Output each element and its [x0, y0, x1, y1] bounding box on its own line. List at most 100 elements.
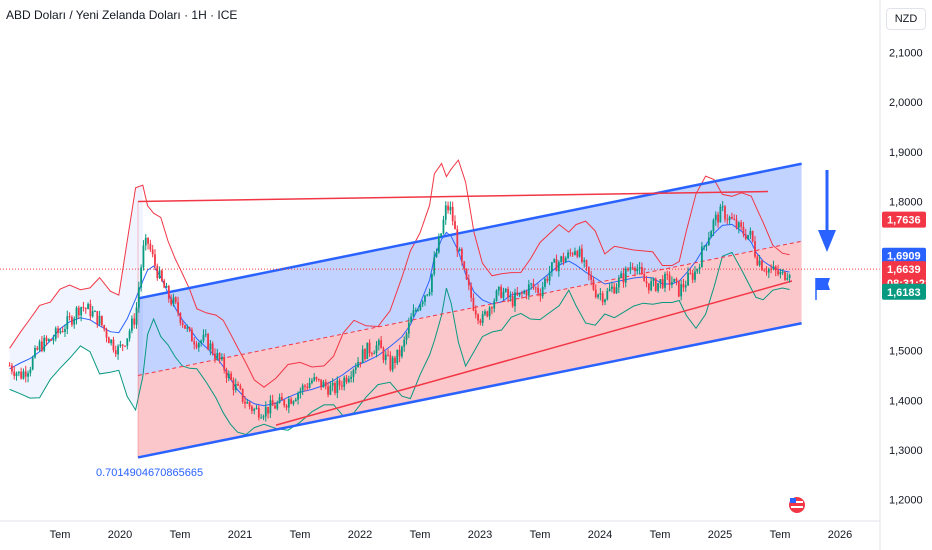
candle-body — [671, 282, 673, 285]
candle-body — [724, 206, 726, 220]
candle-body — [324, 381, 327, 387]
candle-body — [731, 216, 733, 219]
candle-body — [27, 373, 29, 377]
y-tick-label: 1,8000 — [889, 197, 923, 209]
candle-body — [278, 397, 281, 403]
candle-body — [304, 385, 306, 387]
candle-body — [352, 370, 355, 377]
price-tag — [882, 211, 926, 228]
candle-body — [398, 349, 401, 357]
candle-body — [765, 271, 768, 273]
candle-body — [396, 349, 399, 364]
candle-body — [666, 273, 669, 275]
candle-body — [458, 248, 461, 252]
candle-body — [407, 322, 410, 334]
candle-body — [43, 337, 46, 351]
candle-body — [184, 325, 186, 329]
y-tick-label: 2,0000 — [889, 97, 923, 109]
candle-body — [117, 346, 119, 355]
candle-body — [394, 357, 396, 364]
candle-body — [373, 353, 376, 355]
candle-body — [283, 400, 286, 406]
candle-body — [391, 357, 394, 370]
candle-body — [571, 253, 574, 255]
candle-body — [34, 347, 36, 358]
candle-body — [507, 288, 509, 298]
candle-body — [689, 273, 692, 275]
candle-body — [488, 307, 491, 317]
candle-body — [673, 278, 676, 283]
candle-body — [105, 329, 108, 338]
candle-body — [142, 245, 145, 268]
candle-body — [294, 399, 297, 402]
x-tick-label: Tem — [50, 529, 71, 541]
candle-body — [419, 304, 422, 311]
candle-body — [87, 303, 89, 310]
candle-body — [239, 385, 242, 389]
candle-body — [107, 337, 110, 344]
candle-body — [647, 283, 650, 291]
candle-body — [227, 373, 230, 378]
candle-body — [620, 273, 623, 278]
candle-body — [317, 378, 320, 380]
candle-body — [636, 269, 639, 272]
candle-body — [433, 257, 436, 274]
candle-body — [412, 310, 415, 317]
candle-body — [41, 341, 43, 351]
candle-body — [251, 406, 253, 411]
candle-body — [255, 407, 258, 410]
candle-body — [581, 248, 583, 262]
resistance-line — [137, 190, 769, 203]
candle-body — [209, 343, 212, 350]
x-tick-label: 2024 — [588, 529, 612, 541]
candle-body — [8, 365, 11, 367]
candle-body — [604, 299, 606, 303]
candle-body — [13, 371, 16, 377]
price-tag — [882, 247, 926, 264]
candle-body — [677, 280, 680, 297]
candle-body — [687, 273, 689, 286]
candle-body — [747, 234, 749, 239]
candle-body — [703, 246, 706, 248]
candle-body — [218, 353, 221, 360]
candle-body — [564, 257, 567, 263]
candle-body — [451, 206, 454, 222]
candle-body — [257, 407, 260, 418]
candle-body — [774, 266, 777, 271]
candle-body — [781, 271, 784, 273]
candle-body — [223, 356, 226, 371]
candle-body — [71, 317, 73, 325]
bollinger-mid-line — [9, 223, 790, 407]
candle-body — [292, 401, 295, 404]
candle-body — [221, 356, 223, 360]
candle-body — [784, 271, 786, 280]
trend-lines — [0, 162, 880, 459]
currency-button[interactable]: NZD — [886, 8, 926, 30]
channel-mid-dashed-line — [137, 240, 802, 376]
x-tick-label: 2026 — [828, 529, 852, 541]
candle-body — [11, 365, 13, 372]
candle-body — [131, 318, 133, 331]
candle-body — [664, 273, 666, 288]
candle-body — [405, 333, 408, 340]
candle-body — [204, 334, 207, 336]
candle-body — [200, 340, 203, 343]
candle-body — [652, 278, 655, 282]
candle-body — [721, 206, 724, 208]
candle-body — [481, 314, 484, 323]
candle-body — [260, 417, 263, 419]
candle-body — [29, 369, 32, 374]
candle-body — [657, 283, 659, 291]
candle-body — [763, 270, 766, 272]
candle-body — [191, 329, 193, 342]
price-tag — [882, 283, 926, 300]
candle-body — [585, 260, 588, 267]
candle-body — [110, 339, 113, 344]
candle-body — [641, 267, 643, 274]
candle-body — [514, 292, 516, 307]
candle-body — [285, 405, 288, 408]
candle-body — [599, 293, 602, 295]
candle-body — [375, 345, 378, 354]
candle-body — [193, 341, 196, 345]
